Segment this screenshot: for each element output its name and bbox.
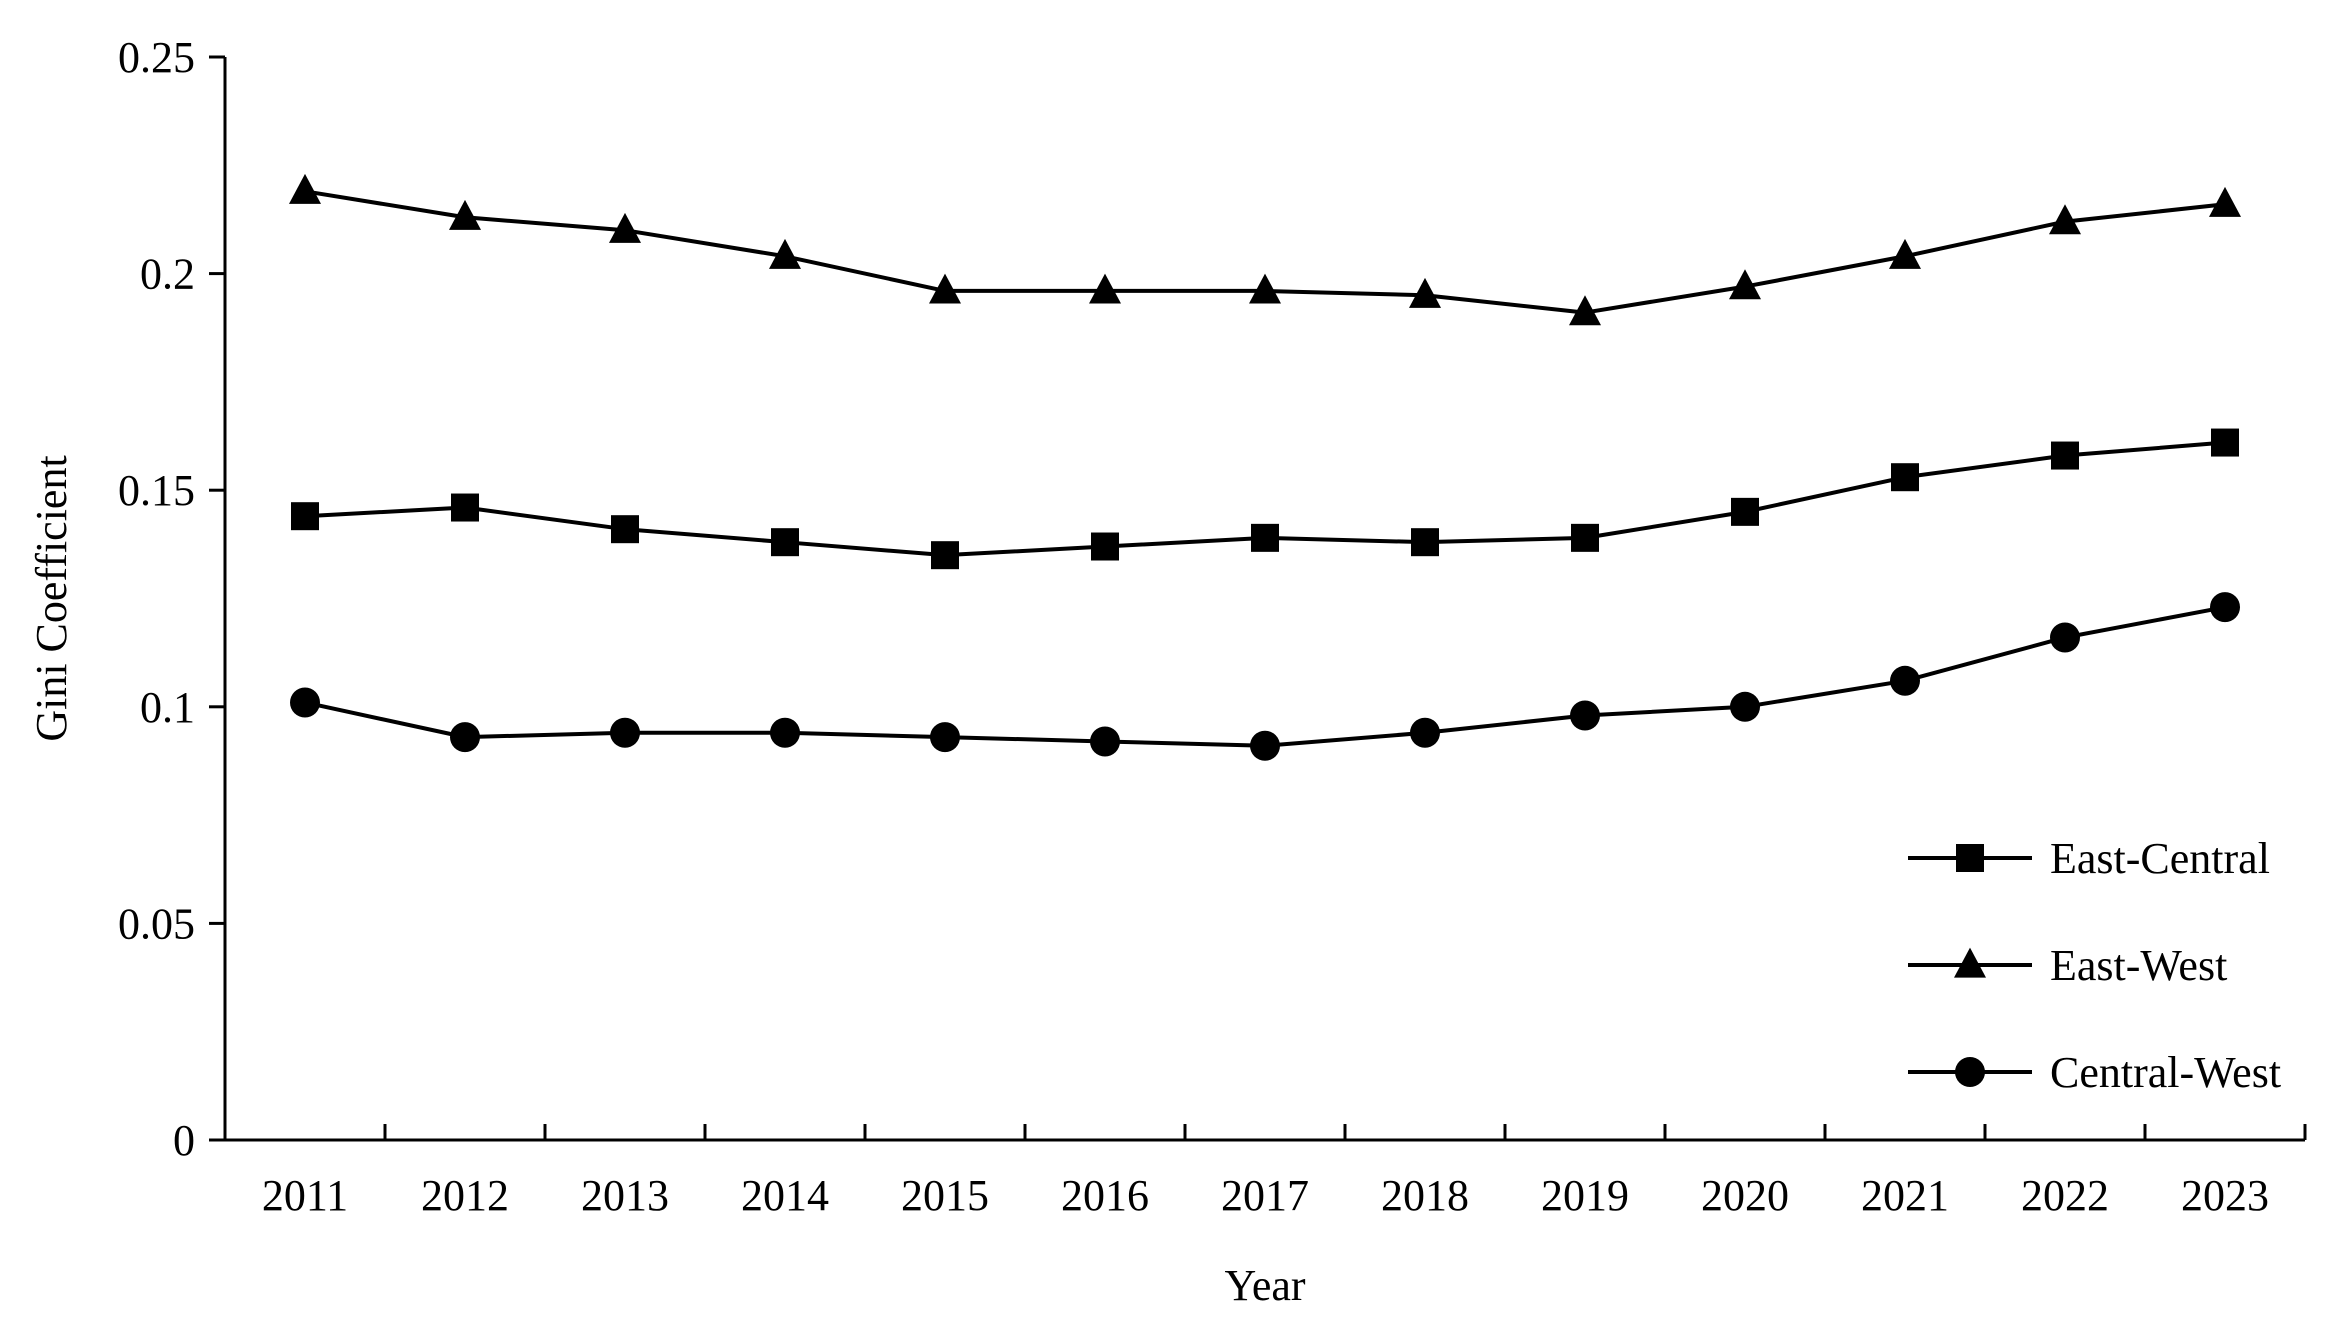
data-point-east-central xyxy=(611,515,639,544)
data-point-central-west xyxy=(770,717,800,748)
legend-marker-central-west xyxy=(1955,1057,1985,1087)
x-tick-label: 2012 xyxy=(421,1171,509,1220)
legend-item-central-west: Central-West xyxy=(1908,1048,2281,1097)
x-tick-label: 2011 xyxy=(262,1171,348,1220)
legend-label: East-West xyxy=(2050,941,2227,990)
x-tick-label: 2017 xyxy=(1221,1171,1309,1220)
data-point-east-west xyxy=(1409,277,1441,308)
x-tick-label: 2019 xyxy=(1541,1171,1629,1220)
data-point-east-central xyxy=(291,502,319,531)
data-point-east-west xyxy=(1249,273,1281,304)
data-point-east-central xyxy=(2051,441,2079,470)
data-point-east-central xyxy=(771,528,799,557)
legend-label: Central-West xyxy=(2050,1048,2281,1097)
x-tick-label: 2015 xyxy=(901,1171,989,1220)
data-point-central-west xyxy=(1730,691,1760,722)
x-tick-label: 2021 xyxy=(1861,1171,1949,1220)
data-point-east-west xyxy=(1569,295,1601,326)
data-point-east-central xyxy=(1091,532,1119,561)
data-point-east-central xyxy=(1251,523,1279,552)
data-point-east-central xyxy=(1571,523,1599,552)
data-point-east-west xyxy=(1729,269,1761,300)
legend-item-east-west: East-West xyxy=(1908,941,2227,990)
data-point-central-west xyxy=(450,722,480,753)
y-tick-label: 0.05 xyxy=(118,899,195,948)
data-point-east-central xyxy=(2211,428,2239,457)
y-tick-label: 0 xyxy=(173,1116,195,1165)
data-point-east-west xyxy=(2209,186,2241,217)
data-point-east-central xyxy=(1891,463,1919,492)
data-point-central-west xyxy=(2210,592,2240,623)
data-point-central-west xyxy=(1890,665,1920,696)
data-point-east-west xyxy=(929,273,961,304)
data-point-central-west xyxy=(1410,717,1440,748)
data-point-east-central xyxy=(1411,528,1439,557)
series-east-west xyxy=(289,173,2241,326)
axes: 0 0.05 0.1 0.15 0.2 0.25 2011 2012 2013 2014 2015… xyxy=(118,33,2307,1220)
y-tick-label: 0.15 xyxy=(118,466,195,515)
data-point-east-west xyxy=(289,173,321,204)
x-tick-label: 2020 xyxy=(1701,1171,1789,1220)
data-point-east-west xyxy=(1889,238,1921,269)
data-point-east-west xyxy=(449,199,481,230)
data-point-east-west xyxy=(769,238,801,269)
x-tick-label: 2022 xyxy=(2021,1171,2109,1220)
y-tick-label: 0.25 xyxy=(118,33,195,82)
y-ticks: 0 0.05 0.1 0.15 0.2 0.25 xyxy=(118,33,225,1165)
x-tick-label: 2018 xyxy=(1381,1171,1469,1220)
data-point-central-west xyxy=(290,687,320,718)
legend-marker-east-west xyxy=(1954,947,1986,978)
x-ticks: 2011 2012 2013 2014 2015 2016 2017 2018 2019 2020… xyxy=(223,1124,2307,1220)
data-point-central-west xyxy=(1570,700,1600,731)
data-point-east-central xyxy=(931,541,959,570)
x-tick-label: 2016 xyxy=(1061,1171,1149,1220)
y-tick-label: 0.1 xyxy=(140,683,195,732)
series-east-central xyxy=(291,428,2239,570)
data-point-central-west xyxy=(2050,622,2080,653)
series-central-west xyxy=(290,592,2240,761)
y-axis-title: Gini Coefficient xyxy=(27,455,76,741)
legend: East-Central East-West Central-West xyxy=(1908,834,2281,1097)
x-tick-label: 2013 xyxy=(581,1171,669,1220)
data-point-central-west xyxy=(1090,726,1120,757)
data-point-east-west xyxy=(1089,273,1121,304)
legend-item-east-central: East-Central xyxy=(1908,834,2270,883)
data-point-east-west xyxy=(609,212,641,243)
data-point-central-west xyxy=(610,717,640,748)
series-layer xyxy=(289,173,2241,761)
data-point-east-west xyxy=(2049,204,2081,235)
x-tick-label: 2023 xyxy=(2181,1171,2269,1220)
data-point-east-central xyxy=(451,493,479,522)
data-point-east-central xyxy=(1731,497,1759,526)
legend-marker-east-central xyxy=(1956,844,1984,872)
series-line-central-west xyxy=(304,605,2226,748)
x-tick-label: 2014 xyxy=(741,1171,829,1220)
data-point-central-west xyxy=(1250,730,1280,761)
x-axis-title: Year xyxy=(1224,1261,1305,1310)
data-point-central-west xyxy=(930,722,960,753)
legend-label: East-Central xyxy=(2050,834,2270,883)
y-tick-label: 0.2 xyxy=(140,250,195,299)
